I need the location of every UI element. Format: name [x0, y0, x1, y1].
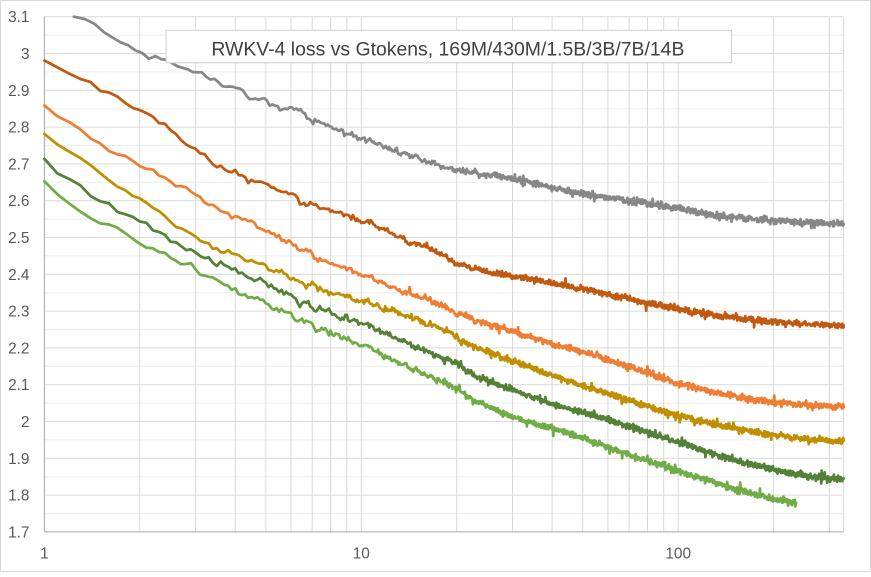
svg-text:3: 3: [21, 46, 30, 63]
svg-text:2.7: 2.7: [8, 156, 29, 173]
svg-text:2.6: 2.6: [8, 193, 29, 210]
svg-text:2.4: 2.4: [8, 267, 30, 284]
svg-text:2.2: 2.2: [8, 340, 29, 357]
svg-text:1.7: 1.7: [8, 524, 29, 541]
svg-text:2.8: 2.8: [8, 120, 29, 137]
svg-text:3.1: 3.1: [8, 9, 29, 26]
svg-text:2: 2: [21, 414, 30, 431]
svg-text:2.1: 2.1: [8, 377, 29, 394]
svg-text:100: 100: [665, 546, 691, 563]
svg-text:2.5: 2.5: [8, 230, 29, 247]
svg-text:RWKV-4 loss vs Gtokens, 169M/4: RWKV-4 loss vs Gtokens, 169M/430M/1.5B/3…: [211, 39, 684, 60]
svg-text:1.8: 1.8: [8, 488, 29, 505]
svg-text:2.9: 2.9: [8, 83, 29, 100]
svg-text:10: 10: [353, 546, 370, 563]
svg-text:1.9: 1.9: [8, 451, 29, 468]
svg-text:2.3: 2.3: [8, 304, 29, 321]
svg-text:1: 1: [40, 546, 49, 563]
